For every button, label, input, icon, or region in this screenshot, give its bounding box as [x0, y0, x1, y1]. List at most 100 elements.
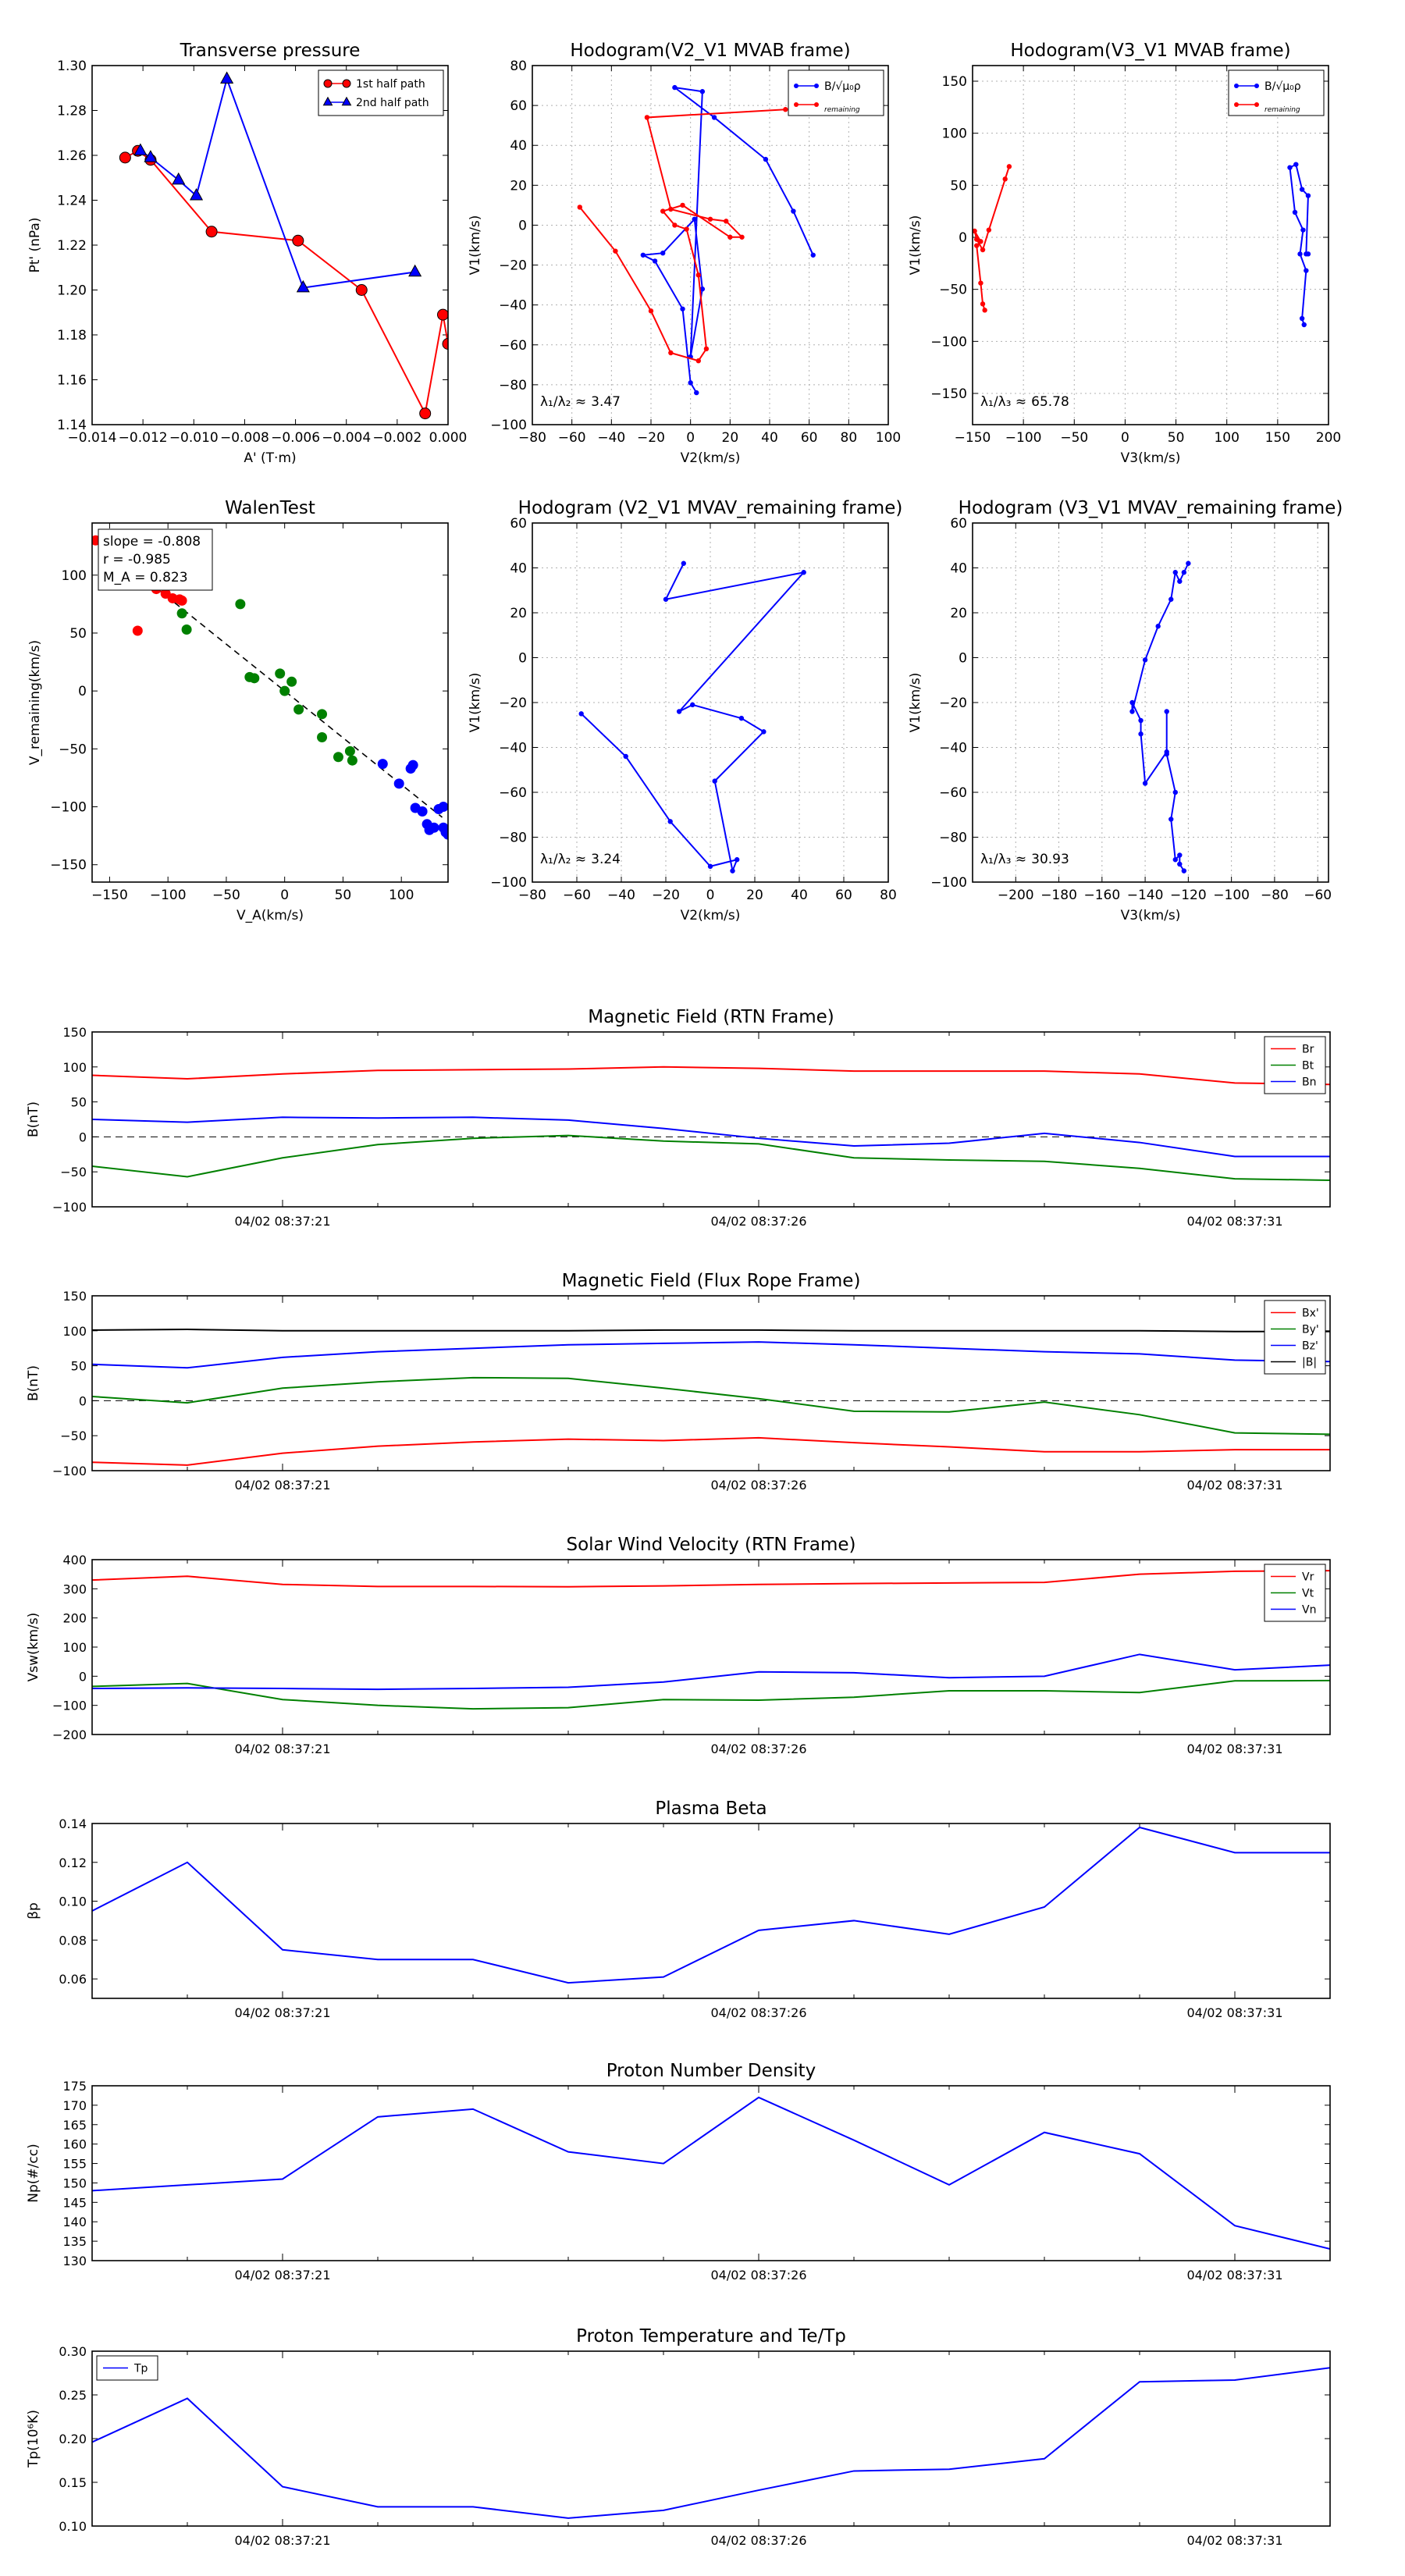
plot-background — [532, 66, 888, 425]
x-tick-label: 40 — [791, 888, 808, 903]
chart-title: Proton Temperature and Te/Tp — [576, 2326, 846, 2347]
legend-marker-0 — [323, 79, 333, 88]
plot-background — [92, 1560, 1330, 1735]
data-point — [1129, 709, 1135, 714]
y-tick-label: 0.25 — [59, 2388, 87, 2403]
data-point-green — [235, 599, 246, 610]
y-tick-label: 0 — [518, 218, 527, 233]
y-tick-label: −200 — [52, 1727, 87, 1742]
y-tick-label: 0 — [959, 651, 967, 667]
data-point-green — [317, 709, 328, 720]
y-tick-label: 0 — [79, 1393, 87, 1408]
series-line-Bz — [92, 1341, 1330, 1369]
x-tick-label: 80 — [841, 430, 858, 446]
legend-label-0: 1st half path — [356, 78, 425, 91]
x-tick-label: −150 — [91, 888, 128, 903]
y-tick-label: 1.20 — [57, 283, 87, 299]
legend-marker-1 — [322, 96, 333, 106]
data-point — [695, 358, 701, 364]
data-point-green — [249, 673, 260, 684]
data-point — [982, 308, 987, 313]
legend-marker-blue — [814, 84, 819, 88]
y-tick-label: 1.14 — [57, 418, 87, 433]
data-point — [1129, 699, 1135, 706]
x-axis-label: A' (T·m) — [244, 450, 296, 466]
y-tick-label: 1.26 — [57, 148, 87, 164]
x-tick-label: −40 — [597, 430, 625, 446]
data-point — [1305, 251, 1311, 257]
data-point — [1305, 193, 1311, 198]
fit-stats-box — [98, 528, 213, 591]
plot-frame — [91, 1559, 1331, 1735]
chart-title: Hodogram (V3_V1 MVAV_remaining frame) — [959, 498, 1343, 518]
legend-label-2: Vn — [1302, 1604, 1316, 1617]
chart-proton-number-density: Proton Number Density 130 135 140 145 150 155 1… — [26, 2061, 1331, 2282]
data-point — [980, 301, 986, 307]
data-point-red — [132, 625, 143, 636]
series-line-Bt — [92, 1134, 1330, 1181]
y-tick-label: 20 — [950, 606, 967, 621]
data-point — [974, 237, 980, 242]
y-axis-label: V1(km/s) — [908, 673, 923, 733]
data-point — [735, 857, 740, 863]
plot-frame — [972, 65, 1329, 425]
plot-area — [92, 1329, 1330, 1466]
legend-marker-blue — [1254, 84, 1259, 88]
y-axis-label: βp — [26, 1902, 41, 1920]
data-point — [119, 151, 131, 164]
plot-area — [973, 162, 1311, 328]
data-point — [692, 216, 697, 222]
data-point — [436, 308, 448, 321]
data-point — [1301, 322, 1307, 328]
data-point — [408, 264, 422, 277]
x-tick-label: −180 — [1040, 888, 1077, 903]
fit-stat: r = -0.985 — [103, 552, 171, 568]
eigenvalue-ratio-label: λ₁/λ₃ ≈ — [980, 852, 1026, 867]
legend-label-blue: B/√μ₀ρ — [824, 80, 861, 93]
x-axis-label: V2(km/s) — [681, 908, 741, 923]
y-tick-label: 0.14 — [59, 1816, 87, 1831]
data-point — [577, 205, 582, 210]
eigenvalue-ratio-value: 3.47 — [591, 394, 621, 410]
legend-marker-1 — [341, 96, 352, 106]
x-tick-label: 04/02 08:37:31 — [1186, 1742, 1282, 1756]
y-tick-label: 0 — [518, 651, 527, 667]
x-tick-label: 150 — [1265, 430, 1290, 446]
y-tick-label: −80 — [499, 378, 527, 393]
data-point — [1300, 227, 1306, 233]
x-tick-label: −0.004 — [322, 430, 371, 446]
eigenvalue-ratio-label: λ₁/λ₃ ≈ — [980, 394, 1026, 410]
plot-background — [92, 1823, 1330, 1998]
data-point — [980, 247, 986, 253]
data-point — [623, 753, 628, 760]
chart-proton-temperature: Proton Temperature and Te/Tp 0.10 0.15 0.20… — [26, 2326, 1331, 2548]
y-tick-label: −100 — [52, 1200, 87, 1215]
plot-background — [92, 1296, 1330, 1471]
x-tick-label: 0 — [706, 888, 715, 903]
legend-marker-red — [1234, 102, 1239, 107]
x-tick-label: 04/02 08:37:31 — [1186, 2005, 1282, 2020]
data-point — [355, 284, 368, 296]
x-tick-label: 04/02 08:37:21 — [234, 2533, 330, 2548]
data-point — [724, 219, 729, 224]
data-point — [292, 234, 304, 247]
y-tick-label: 140 — [62, 2215, 87, 2229]
y-tick-label: −50 — [939, 283, 967, 298]
plot-background — [92, 1032, 1330, 1207]
data-point — [978, 280, 984, 286]
y-tick-label: 1.24 — [57, 194, 87, 209]
x-tick-label: 200 — [1316, 430, 1341, 446]
legend-marker-blue — [1234, 84, 1239, 88]
y-axis-label: Vsw(km/s) — [26, 1613, 41, 1682]
legend: 1st half path 2nd half path — [318, 69, 444, 116]
y-tick-label: 0 — [79, 1669, 87, 1684]
data-point — [1164, 749, 1169, 755]
x-tick-label: 04/02 08:37:26 — [710, 2005, 806, 2020]
series-line-V — [579, 109, 786, 362]
y-axis-label: Pt' (nPa) — [27, 218, 43, 273]
chart-title: WalenTest — [225, 498, 315, 518]
chart-title: Hodogram(V3_V1 MVAB frame) — [1010, 41, 1290, 61]
data-point — [690, 702, 695, 708]
data-point — [205, 226, 218, 238]
x-tick-label: 04/02 08:37:26 — [710, 1478, 806, 1493]
